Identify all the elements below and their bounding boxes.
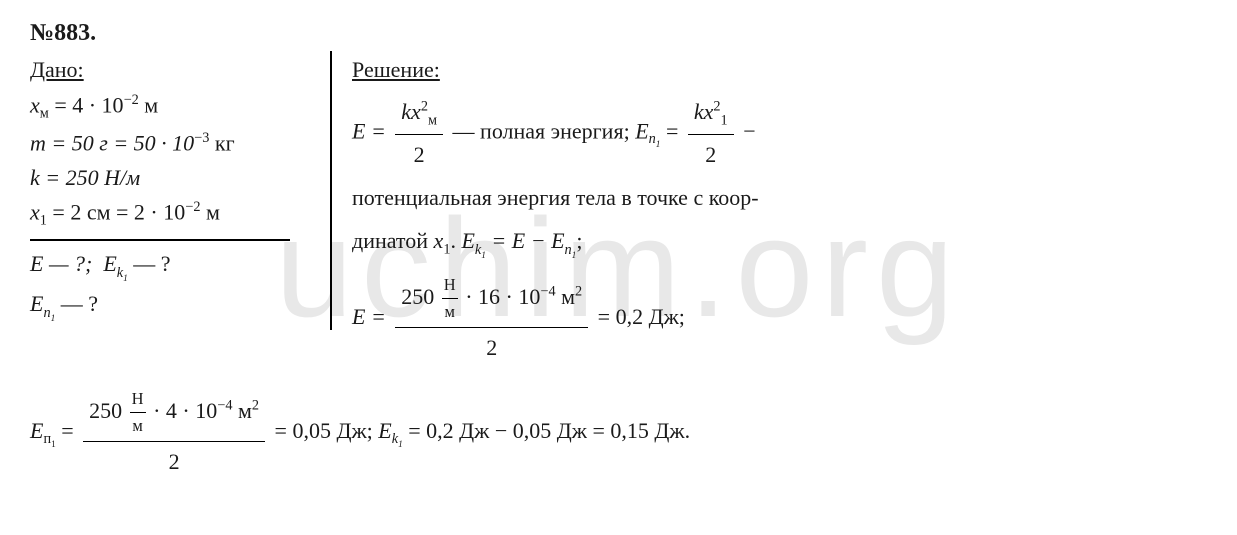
problem-number: №883. [30,20,1207,47]
two-column-layout: Дано: xм = 4 · 10−2 м m = 50 г = 50 · 10… [30,51,1207,374]
find-En1-tail: — ? [55,291,98,316]
var-x: x [30,92,40,117]
l2b-En1s: n1 [565,242,577,258]
find-En1-s1: n1 [43,305,55,321]
given-column: Дано: xм = 4 · 10−2 м m = 50 г = 50 · 10… [30,51,332,330]
x1-rhs: = 2 см = 2 · 10 [47,200,185,225]
l1-tail: − [743,118,755,143]
given-x1: x1 = 2 см = 2 · 10−2 м [30,197,310,231]
xm-rhs: = 4 · 10 [49,92,124,117]
frac-calc1: 250 Нм · 16 · 10−4 м2 2 [395,272,588,366]
l4-Ep1: E [30,418,43,443]
l4-mid: = 0,05 Дж; [275,418,379,443]
solution-column: Решение: E = kx2м 2 — полная энергия; En… [332,51,1207,374]
l2b-x1: x [434,228,444,253]
l2b-Ek1: E [461,228,474,253]
l4-Ek1: E [378,418,391,443]
find-Ek1-tail: — ? [128,251,171,276]
l1-En1: E [635,118,648,143]
m-unit: кг [209,130,234,155]
sub-m: м [40,106,49,122]
find-En1-sym: E [30,291,43,316]
k-text: k = 250 Н/м [30,165,140,190]
x1-exp: −2 [185,199,200,215]
find-line1: E — ?; Ek1 — ? [30,249,310,285]
find-line2: En1 — ? [30,289,310,325]
find-Ek1-sym: E [103,251,116,276]
l4-Ep1s: п1 [43,431,55,447]
frac-En1: kx21 2 [688,94,734,172]
solution-line2b: динатой x1. Ek1 = E − En1; [352,223,1207,263]
solution-heading: Решение: [352,55,1207,86]
given-k: k = 250 Н/м [30,163,310,194]
l2b-En1: E [551,228,564,253]
l3-res: = 0,2 Дж; [598,304,685,329]
solution-line4: Eп1 = 250 Нм · 4 · 10−4 м2 2 = 0,05 Дж; … [30,386,1207,480]
x1-lhs: x [30,200,40,225]
xm-exp: −2 [124,92,139,108]
l4-Ek1s: k1 [392,431,403,447]
x1-sub: 1 [40,213,47,229]
l1-eq: = [666,118,684,143]
l2b-eq1: = E − [491,228,551,253]
solution-line1: E = kx2м 2 — полная энергия; En1 = kx21 … [352,94,1207,172]
x1-unit: м [200,200,219,225]
l1-mid: — полная энергия; [453,118,636,143]
xm-unit: м [139,92,158,117]
l4-res: = 0,2 Дж − 0,05 Дж = 0,15 Дж. [408,418,690,443]
l2b-dot: . [450,228,461,253]
problem-content: №883. Дано: xм = 4 · 10−2 м m = 50 г = 5… [30,20,1207,480]
solution-line3: E = 250 Нм · 16 · 10−4 м2 2 = 0,2 Дж; [352,272,1207,366]
l2b-Ek1s: k1 [475,242,486,258]
l1-pre: E = [352,118,391,143]
l2b-pre: динатой [352,228,434,253]
m-text: m = 50 г = 50 · 10 [30,130,194,155]
frac-E: kx2м 2 [395,94,443,172]
frac-calc2: 250 Нм · 4 · 10−4 м2 2 [83,386,265,480]
m-exp: −3 [194,130,209,146]
find-E: E — ?; [30,251,92,276]
given-xm: xм = 4 · 10−2 м [30,90,310,124]
given-heading: Дано: [30,55,310,86]
divider-line [30,239,290,241]
l4-eq: = [61,418,79,443]
find-Ek1-s1: k1 [117,265,128,281]
l1-En1-sub: n1 [649,131,661,147]
given-m: m = 50 г = 50 · 10−3 кг [30,128,310,159]
solution-line2a: потенциальная энергия тела в точке с коо… [352,180,1207,215]
l2b-semi: ; [576,228,582,253]
l3-pre: E = [352,304,391,329]
